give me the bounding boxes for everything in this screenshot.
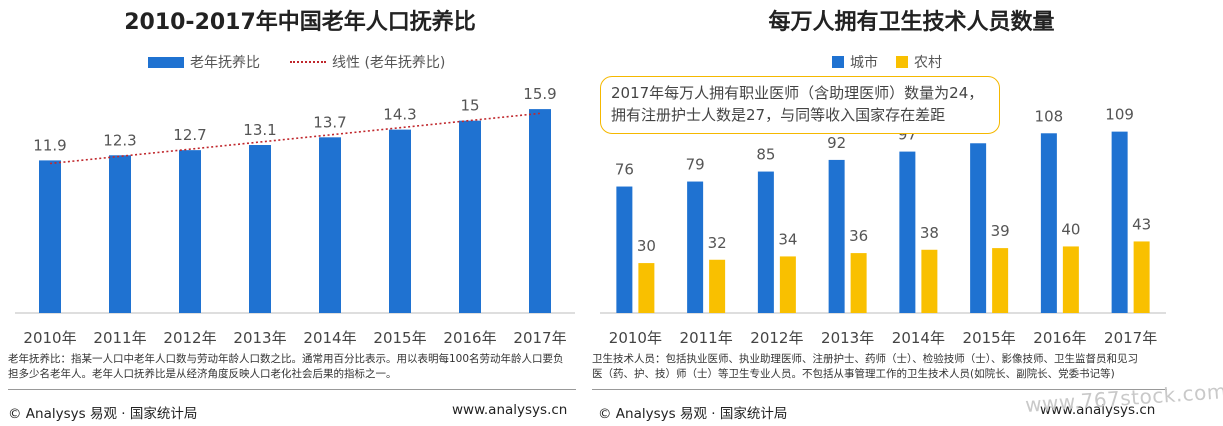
right-footnote-line-1: 卫生技术人员：包括执业医师、执业助理医师、注册护士、药师（士）、检验技师（士）、… (592, 353, 1138, 365)
data-label-city-1: 79 (686, 156, 705, 174)
bar-elderly-dependency-0 (39, 160, 61, 313)
bar-city-5 (970, 143, 987, 313)
data-label-rural-0: 30 (637, 237, 656, 255)
x-tick-label-0: 2010年 (609, 329, 662, 347)
data-label-rural-5: 39 (991, 222, 1010, 240)
data-label-3: 13.1 (243, 121, 276, 139)
data-label-rural-1: 32 (708, 234, 727, 252)
left-footnote-line-1: 老年抚养比：指某一人口中老年人口数与劳动年龄人口数之比。通常用百分比表示。用以表… (8, 353, 564, 365)
bar-rural-4 (921, 249, 938, 313)
legend-bar-swatch (148, 56, 184, 68)
bar-elderly-dependency-4 (319, 137, 341, 313)
data-label-city-6: 108 (1035, 107, 1064, 125)
x-tick-label-3: 2013年 (233, 329, 286, 347)
left-footnote: 老年抚养比：指某一人口中老年人口数与劳动年龄人口数之比。通常用百分比表示。用以表… (8, 352, 564, 382)
data-label-city-7: 109 (1105, 106, 1134, 124)
data-label-city-3: 92 (827, 134, 846, 152)
x-tick-label-1: 2011年 (680, 329, 733, 347)
bar-elderly-dependency-5 (389, 129, 411, 313)
left-legend: 老年抚养比 线性 (老年抚养比) (148, 52, 445, 72)
data-label-0: 11.9 (33, 136, 66, 154)
data-label-rural-7: 43 (1132, 215, 1151, 233)
bar-elderly-dependency-2 (179, 150, 201, 313)
right-footnote-line-2: 医（药、护、技）师（士）等卫生专业人员。不包括从事管理工作的卫生技术人员(如院长… (592, 368, 1115, 380)
right-chart-panel: 每万人拥有卫生技术人员数量 城市 农村 76 30 2010年 79 32 2011年 85… (592, 0, 1223, 426)
legend-rural-label: 农村 (914, 55, 942, 71)
left-bar-chart: 11.9 2010年 12.3 2011年 12.7 2012年 13.1 2013年 13.7… (15, 85, 575, 347)
x-tick-label-5: 2015年 (963, 329, 1016, 347)
legend-trendline-swatch (290, 61, 326, 63)
legend-bar-label: 老年抚养比 (190, 55, 260, 71)
bar-elderly-dependency-6 (459, 120, 481, 313)
x-tick-label-4: 2014年 (892, 329, 945, 347)
data-label-4: 13.7 (313, 113, 346, 131)
data-label-rural-4: 38 (920, 224, 939, 242)
data-label-rural-6: 40 (1061, 220, 1080, 238)
legend-trendline-label: 线性 (老年抚养比) (332, 55, 446, 71)
data-label-5: 14.3 (383, 106, 416, 124)
x-tick-label-3: 2013年 (821, 329, 874, 347)
data-label-rural-3: 36 (849, 227, 868, 245)
x-tick-label-0: 2010年 (23, 329, 76, 347)
x-tick-label-6: 2016年 (443, 329, 496, 347)
left-divider (8, 389, 576, 390)
left-footnote-line-2: 担多少名老年人。老年人口抚养比是从经济角度反映人口老化社会后果的指标之一。 (8, 368, 397, 380)
x-tick-label-4: 2014年 (303, 329, 356, 347)
right-divider (592, 389, 1167, 390)
data-label-7: 15.9 (523, 85, 556, 103)
data-label-2: 12.7 (173, 126, 206, 144)
left-source: © Analysys 易观 · 国家统计局 (8, 406, 198, 422)
bar-rural-6 (1062, 246, 1079, 313)
bar-rural-2 (779, 256, 796, 313)
legend-rural-swatch (896, 56, 908, 68)
right-bar-chart: 76302010年79322011年85342012年92362013年9738… (600, 106, 1166, 347)
data-label-1: 12.3 (103, 131, 136, 149)
callout-line-2: 拥有注册护士人数是27，与同等收入国家存在差距 (611, 106, 946, 124)
data-label-city-0: 76 (615, 161, 634, 179)
bar-city-3 (828, 159, 845, 313)
right-footnote: 卫生技术人员：包括执业医师、执业助理医师、注册护士、药师（士）、检验技师（士）、… (592, 352, 1138, 382)
right-chart-title: 每万人拥有卫生技术人员数量 (768, 10, 1055, 35)
legend-city-swatch (832, 56, 844, 68)
bar-city-1 (687, 181, 704, 313)
x-tick-label-1: 2011年 (93, 329, 146, 347)
bar-rural-3 (850, 253, 867, 313)
bar-city-4 (899, 151, 916, 313)
data-label-6: 15 (460, 97, 479, 115)
bar-rural-1 (709, 259, 726, 313)
bar-elderly-dependency-3 (249, 145, 271, 313)
bar-city-6 (1040, 133, 1057, 313)
bar-city-2 (757, 171, 774, 313)
x-tick-label-5: 2015年 (373, 329, 426, 347)
right-source: © Analysys 易观 · 国家统计局 (598, 406, 788, 422)
legend-city-label: 城市 (850, 55, 878, 71)
left-chart-panel: 2010-2017年中国老年人口抚养比 老年抚养比 线性 (老年抚养比) 11.… (0, 0, 600, 426)
trendline (49, 112, 541, 165)
data-label-rural-2: 34 (778, 230, 797, 248)
x-tick-label-2: 2012年 (750, 329, 803, 347)
x-tick-label-6: 2016年 (1033, 329, 1086, 347)
left-site-link[interactable]: www.analysys.cn (452, 402, 568, 418)
bar-city-7 (1111, 131, 1128, 313)
x-tick-label-7: 2017年 (513, 329, 566, 347)
bar-rural-5 (992, 248, 1009, 313)
bar-elderly-dependency-1 (109, 155, 131, 313)
bar-city-0 (616, 186, 633, 313)
data-label-city-2: 85 (756, 146, 775, 164)
bar-rural-0 (638, 263, 655, 313)
x-tick-label-7: 2017年 (1104, 329, 1157, 347)
right-site-link[interactable]: www.analysys.cn (1040, 402, 1156, 418)
callout-line-1: 2017年每万人拥有职业医师（含助理医师）数量为24， (611, 84, 984, 102)
left-chart-title: 2010-2017年中国老年人口抚养比 (124, 10, 476, 35)
right-legend: 城市 农村 (832, 52, 942, 72)
bar-rural-7 (1133, 241, 1150, 313)
x-tick-label-2: 2012年 (163, 329, 216, 347)
annotation-callout: 2017年每万人拥有职业医师（含助理医师）数量为24， 拥有注册护士人数是27，… (600, 76, 1000, 134)
bar-elderly-dependency-7 (529, 109, 551, 313)
